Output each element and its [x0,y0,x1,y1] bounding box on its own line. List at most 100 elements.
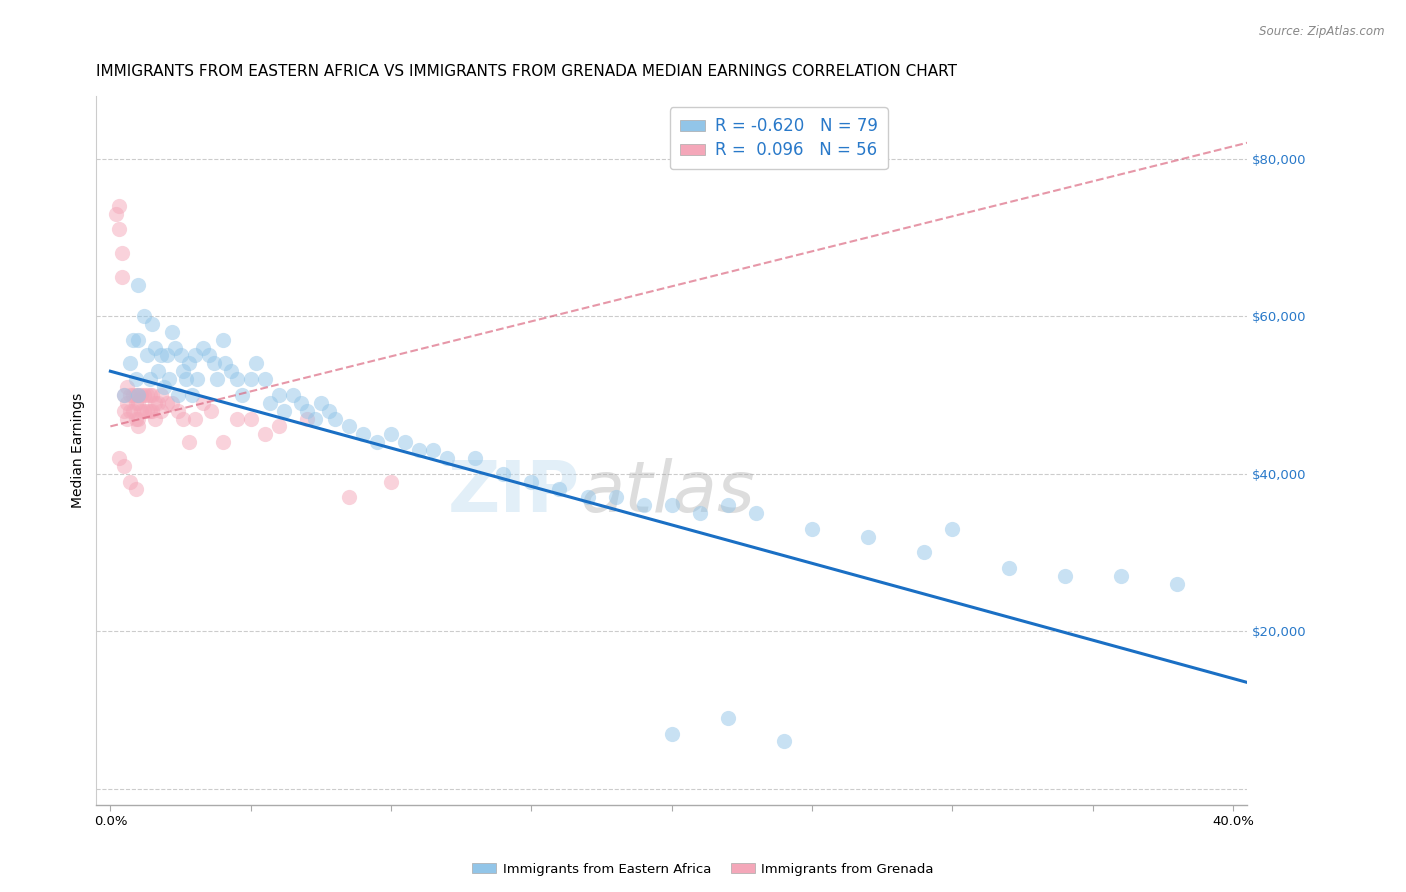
Point [107,222,129,236]
Point [169,349,191,363]
Legend: Immigrants from Eastern Africa, Immigrants from Grenada: Immigrants from Eastern Africa, Immigran… [467,857,939,881]
Point [211,435,233,450]
Point [239,411,262,425]
Point [149,403,172,417]
Point [408,442,430,457]
Point [118,356,141,370]
Text: atlas: atlas [579,458,754,527]
Point [127,411,149,425]
Point [492,467,515,481]
Point [107,450,129,465]
Point [295,411,318,425]
Point [124,396,146,410]
Point [180,388,202,402]
Point [352,427,374,442]
Text: ZIP: ZIP [447,458,579,527]
Point [138,388,160,402]
Point [304,411,326,425]
Point [941,522,963,536]
Point [717,498,740,512]
Point [155,349,177,363]
Point [132,388,155,402]
Legend: R = -0.620   N = 79, R =  0.096   N = 56: R = -0.620 N = 79, R = 0.096 N = 56 [669,107,887,169]
Point [115,380,138,394]
Point [290,396,312,410]
Point [197,349,219,363]
Point [267,419,290,434]
Point [309,396,332,410]
Point [337,419,360,434]
Point [245,356,267,370]
Point [135,388,157,402]
Point [202,356,225,370]
Point [380,475,402,489]
Point [200,403,222,417]
Point [132,309,155,323]
Point [191,396,214,410]
Point [186,372,208,386]
Point [112,458,135,473]
Point [177,435,200,450]
Point [129,403,152,417]
Point [135,349,157,363]
Point [773,734,796,748]
Point [141,403,163,417]
Point [436,450,458,465]
Point [141,388,163,402]
Point [110,246,132,260]
Point [231,388,253,402]
Point [225,411,247,425]
Point [211,333,233,347]
Point [997,561,1019,575]
Point [112,388,135,402]
Point [205,372,228,386]
Point [273,403,295,417]
Point [858,530,880,544]
Point [214,356,236,370]
Point [801,522,824,536]
Point [124,483,146,497]
Point [422,442,444,457]
Point [118,403,141,417]
Point [1053,569,1076,583]
Point [121,333,143,347]
Point [124,388,146,402]
Point [174,372,197,386]
Point [163,341,186,355]
Point [127,388,149,402]
Point [366,435,388,450]
Point [337,490,360,504]
Point [149,388,172,402]
Point [115,396,138,410]
Point [191,341,214,355]
Point [225,372,247,386]
Point [155,396,177,410]
Point [239,372,262,386]
Point [219,364,242,378]
Point [149,349,172,363]
Point [183,411,205,425]
Point [172,411,194,425]
Point [107,199,129,213]
Point [112,403,135,417]
Point [160,325,183,339]
Point [605,490,627,504]
Point [121,403,143,417]
Point [183,349,205,363]
Point [127,277,149,292]
Point [323,411,346,425]
Point [143,396,166,410]
Text: Source: ZipAtlas.com: Source: ZipAtlas.com [1260,25,1385,38]
Point [146,364,169,378]
Point [124,411,146,425]
Point [127,333,149,347]
Point [112,388,135,402]
Point [281,388,304,402]
Point [129,388,152,402]
Point [115,411,138,425]
Point [267,388,290,402]
Point [576,490,599,504]
Point [110,269,132,284]
Point [141,317,163,331]
Point [689,506,711,520]
